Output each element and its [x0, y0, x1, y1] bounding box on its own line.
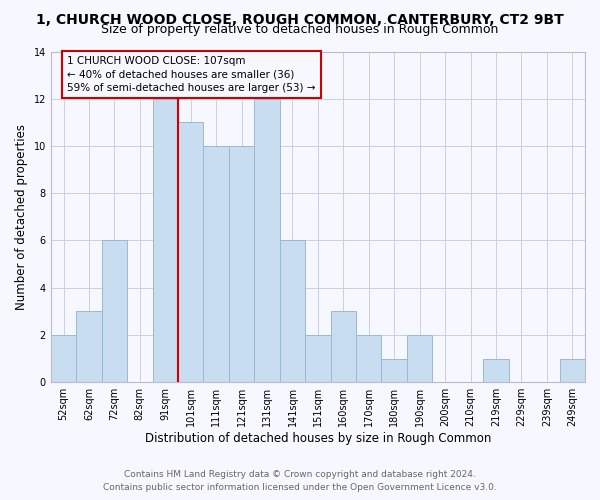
Bar: [280, 240, 305, 382]
Bar: [152, 98, 178, 382]
Text: 1 CHURCH WOOD CLOSE: 107sqm
← 40% of detached houses are smaller (36)
59% of sem: 1 CHURCH WOOD CLOSE: 107sqm ← 40% of det…: [67, 56, 316, 93]
X-axis label: Distribution of detached houses by size in Rough Common: Distribution of detached houses by size …: [145, 432, 491, 445]
Bar: [382, 358, 407, 382]
Text: Contains HM Land Registry data © Crown copyright and database right 2024.
Contai: Contains HM Land Registry data © Crown c…: [103, 470, 497, 492]
Bar: [229, 146, 254, 382]
Bar: [407, 335, 433, 382]
Bar: [51, 335, 76, 382]
Bar: [76, 312, 101, 382]
Text: 1, CHURCH WOOD CLOSE, ROUGH COMMON, CANTERBURY, CT2 9BT: 1, CHURCH WOOD CLOSE, ROUGH COMMON, CANT…: [36, 12, 564, 26]
Bar: [331, 312, 356, 382]
Bar: [254, 98, 280, 382]
Bar: [356, 335, 382, 382]
Y-axis label: Number of detached properties: Number of detached properties: [15, 124, 28, 310]
Text: Size of property relative to detached houses in Rough Common: Size of property relative to detached ho…: [101, 22, 499, 36]
Bar: [305, 335, 331, 382]
Bar: [178, 122, 203, 382]
Bar: [101, 240, 127, 382]
Bar: [560, 358, 585, 382]
Bar: [483, 358, 509, 382]
Bar: [203, 146, 229, 382]
